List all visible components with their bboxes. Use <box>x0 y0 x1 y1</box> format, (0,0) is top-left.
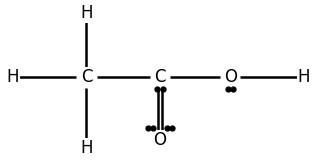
Text: H: H <box>80 4 93 22</box>
Text: H: H <box>80 139 93 157</box>
Text: C: C <box>81 68 92 86</box>
Text: C: C <box>154 68 166 86</box>
Text: O: O <box>154 131 166 149</box>
Text: H: H <box>6 68 19 86</box>
Text: H: H <box>298 68 310 86</box>
Text: O: O <box>224 68 237 86</box>
